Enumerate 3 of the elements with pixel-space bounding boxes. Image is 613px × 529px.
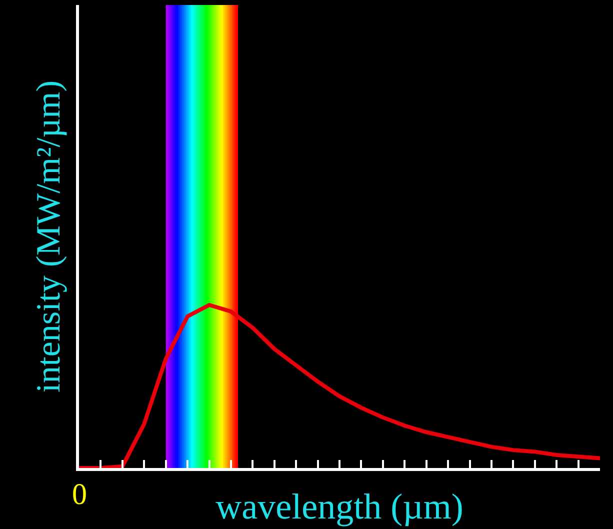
text: 0 <box>72 478 87 511</box>
y-axis-title: intensity (MW/m²/µm) <box>30 80 68 393</box>
x-axis-title: wavelength (µm) <box>216 486 464 527</box>
